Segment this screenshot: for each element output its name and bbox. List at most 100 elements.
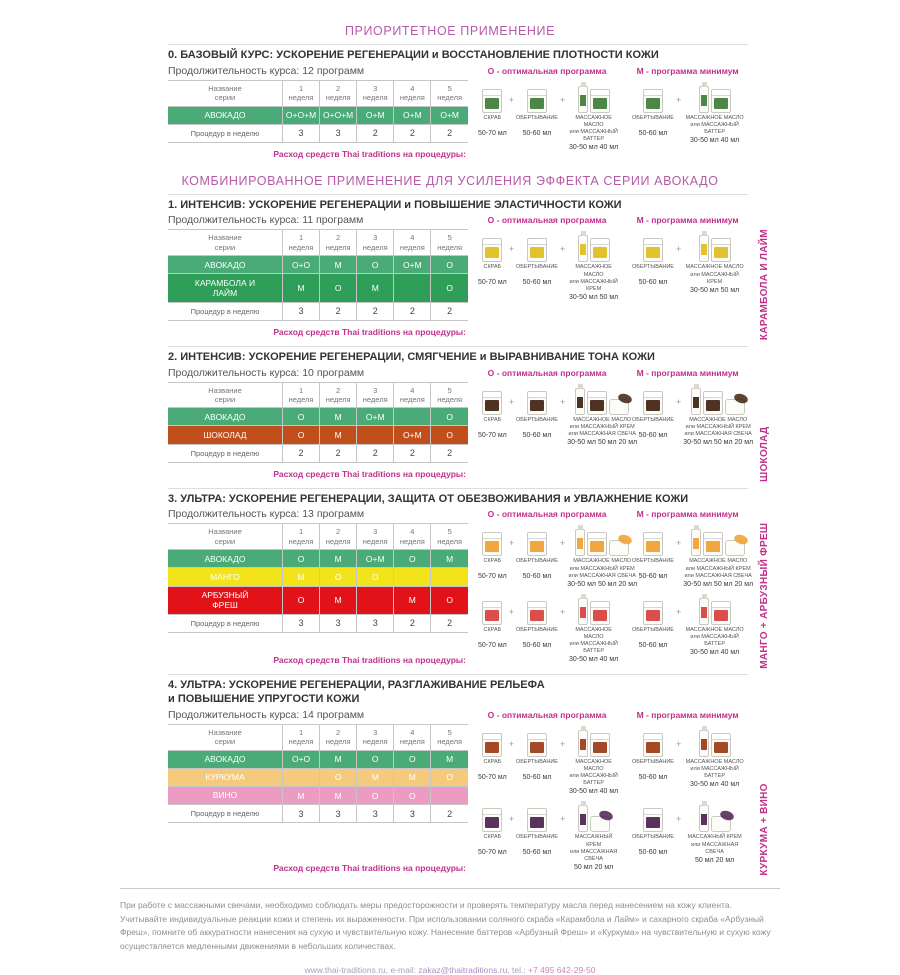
product-icons [527, 230, 547, 263]
product-name: МАССАЖНОЕ МАСЛО или МАССАЖНЫЙ БАТТЕР [685, 626, 744, 648]
email-link[interactable]: zakaz@thaitraditions.ru [418, 965, 508, 975]
series-column-header: Название серии [168, 229, 283, 257]
product-item: ОБЕРТЫВАНИЕ 50-60 мл [632, 800, 674, 871]
week-column-header: 4 неделя [393, 381, 432, 409]
series-name: МАНГО [168, 567, 283, 587]
product-icons [698, 800, 731, 833]
footer-contacts: www.thai-traditions.ru, e-mail: zakaz@th… [0, 965, 900, 975]
jar-icon [482, 390, 503, 415]
program-cell: О [393, 785, 432, 806]
procedures-row: Процедур в неделю 3 2 2 2 2 [168, 301, 468, 321]
bottle-icon [698, 725, 709, 757]
side-series-label: КУРКУМА + ВИНО [759, 783, 770, 876]
program-cell: О [393, 749, 432, 769]
product-icons [527, 81, 547, 113]
product-icons [482, 81, 503, 113]
product-volume: 30-50 мл 50 мл 20 мл [567, 438, 638, 446]
bottle-icon [577, 81, 588, 113]
program-cell [393, 407, 432, 427]
product-volume: 50-70 мл [478, 431, 507, 439]
series-row: ШОКОЛАД О М О+М О [168, 425, 468, 445]
program-cell: М [319, 255, 358, 275]
plus-sign: + [559, 244, 566, 255]
product-item: МАССАЖНОЕ МАСЛО или МАССАЖНЫЙ КРЕМ или М… [567, 524, 637, 588]
products-area: СКРАБ 50-70 мл + ОБЕРТЫВАНИЕ 50-60 мл + МАССАЖ… [476, 80, 748, 162]
product-volume: 50-60 мл [522, 279, 552, 287]
product-item: СКРАБ 50-70 мл [478, 800, 507, 871]
week-column-header: 3 неделя [356, 523, 395, 551]
program-cell: О [319, 273, 358, 303]
program-cell: О [430, 425, 468, 445]
program-cell: О [430, 407, 468, 427]
program-minimum-products: ОБЕРТЫВАНИЕ 50-60 мл + МАССАЖНОЕ МАСЛО или … [630, 725, 748, 796]
product-volume: 30-50 мл 40 мл [568, 144, 619, 152]
product-name: ОБЕРТЫВАНИЕ [632, 758, 674, 765]
procedures-label: Процедур в неделю [168, 443, 283, 463]
product-volume: 50-70 мл [478, 573, 507, 581]
week-column-header: 5 неделя [430, 523, 468, 551]
product-row: СКРАБ 50-70 мл + ОБЕРТЫВАНИЕ 50-60 мл + МАССАЖ… [476, 593, 748, 663]
product-item: СКРАБ 50-70 мл [478, 524, 507, 587]
series-name: АВОКАДО [168, 749, 283, 769]
procedures-per-week-cell: 2 [281, 443, 321, 463]
program-cell: О [319, 567, 358, 587]
product-icons [482, 593, 503, 625]
series-row: КАРАМБОЛА И ЛАЙМ М О М О [168, 273, 468, 303]
product-name: ОБЕРТЫВАНИЕ [516, 834, 558, 841]
product-item: СКРАБ 50-70 мл [478, 230, 507, 301]
table-header-row: Название серии 1 неделя 2 неделя 3 неделя 4 … [168, 229, 468, 257]
week-column-header: 2 неделя [319, 79, 358, 107]
bottle-icon [691, 525, 702, 557]
program-cell: М [319, 585, 358, 615]
product-icons [575, 383, 630, 415]
product-icons [527, 725, 547, 757]
week-column-header: 1 неделя [281, 381, 321, 409]
product-name: СКРАБ [483, 416, 502, 423]
product-item: ОБЕРТЫВАНИЕ 50-60 мл [632, 383, 674, 446]
program-cell: М [430, 749, 468, 769]
week-column-header: 1 неделя [281, 229, 321, 257]
legend-optimal: О - оптимальная программа [487, 367, 607, 378]
phone-number[interactable]: +7 495 642-29-50 [528, 965, 596, 975]
product-name: ОБЕРТЫВАНИЕ [516, 558, 558, 565]
product-volume: 50-60 мл [638, 641, 668, 649]
program-cell: М [281, 273, 321, 303]
product-icons [698, 81, 731, 113]
product-icons [691, 524, 746, 557]
product-icons [577, 725, 610, 757]
procedures-per-week-cell: 2 [393, 613, 432, 633]
series-column-header: Название серии [168, 79, 283, 107]
program-cell: О [430, 767, 468, 787]
product-icons [642, 593, 663, 625]
product-icons [482, 800, 503, 833]
product-item: ОБЕРТЫВАНИЕ 50-60 мл [516, 81, 558, 152]
product-name: ОБЕРТЫВАНИЕ [516, 114, 558, 121]
program-cell: М [319, 407, 358, 427]
candle-icon [609, 398, 630, 415]
product-row: СКРАБ 50-70 мл + ОБЕРТЫВАНИЕ 50-60 мл + МАССАЖ… [476, 725, 748, 796]
program-cell: О [281, 425, 321, 445]
product-name: ОБЕРТЫВАНИЕ [516, 626, 558, 633]
week-column-header: 2 неделя [319, 523, 358, 551]
plus-sign: + [675, 814, 682, 825]
product-item: ОБЕРТЫВАНИЕ 50-60 мл [632, 230, 674, 301]
product-icons [482, 725, 503, 757]
jar-icon [482, 600, 503, 625]
week-column-header: 3 неделя [356, 381, 395, 409]
product-volume: 30-50 мл 50 мл [568, 294, 619, 301]
website-link[interactable]: www.thai-traditions.ru, e-mail: [304, 965, 419, 975]
product-icons [642, 81, 663, 113]
product-item: МАССАЖНОЕ МАСЛО или МАССАЖНЫЙ БАТТЕР 30-5… [567, 593, 620, 663]
consumption-label: Расход средств Thai traditions на процед… [273, 468, 466, 479]
program-optimal-products: СКРАБ 50-70 мл + ОБЕРТЫВАНИЕ 50-60 мл + МАССАЖ… [476, 81, 622, 152]
product-volume: 50-60 мл [638, 773, 668, 781]
product-name: ОБЕРТЫВАНИЕ [632, 114, 674, 121]
bottle-icon [577, 801, 588, 833]
procedures-per-week-cell: 2 [319, 443, 358, 463]
series-name: АВОКАДО [168, 549, 283, 569]
procedures-per-week-cell: 2 [430, 123, 468, 143]
plus-sign: + [675, 94, 682, 105]
program-cell: О [430, 255, 468, 275]
program-cell: О [430, 585, 468, 615]
jar-icon [642, 600, 663, 625]
